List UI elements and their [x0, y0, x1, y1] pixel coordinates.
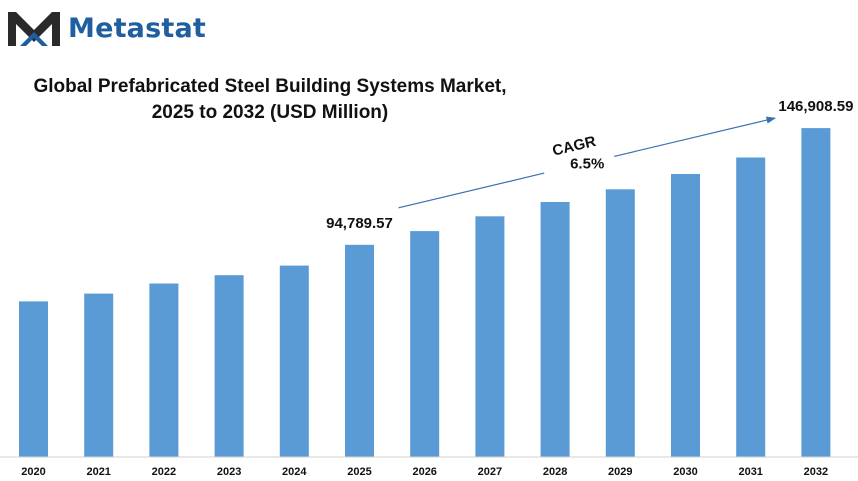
cagr-arrow-line-end [614, 116, 777, 157]
brand-logo: Metastat [6, 8, 206, 48]
x-tick-label-2030: 2030 [673, 466, 697, 478]
bar-2030 [671, 174, 700, 457]
brand-name: Metastat [68, 12, 207, 44]
bar-2032 [801, 128, 831, 457]
x-tick-label-2024: 2024 [282, 466, 307, 478]
data-label-2032: 146,908.59 [778, 98, 853, 115]
bar-2031 [736, 157, 766, 457]
chart-title-line-1: Global Prefabricated Steel Building Syst… [33, 76, 507, 97]
x-tick-label-2027: 2027 [478, 466, 502, 478]
bar-2029 [605, 189, 635, 458]
x-tick-label-2020: 2020 [21, 466, 45, 478]
cagr-arrow-line-start [398, 172, 545, 209]
metastat-m-logo-icon [8, 12, 60, 46]
cagr-value: 6.5% [570, 156, 604, 173]
x-tick-label-2021: 2021 [86, 466, 110, 478]
x-tick-label-2022: 2022 [152, 466, 176, 478]
bar-2024 [279, 265, 309, 457]
x-tick-label-2032: 2032 [804, 466, 828, 478]
x-tick-label-2023: 2023 [217, 466, 241, 478]
x-tick-label-2028: 2028 [543, 466, 567, 478]
bar-2027 [475, 216, 505, 457]
data-label-2025: 94,789.57 [326, 215, 393, 232]
x-tick-label-2026: 2026 [412, 466, 436, 478]
chart-title-line-2: 2025 to 2032 (USD Million) [151, 102, 389, 123]
bar-2020 [19, 301, 48, 457]
bar-2022 [149, 283, 179, 457]
bar-2026 [410, 231, 440, 457]
x-tick-label-2025: 2025 [347, 466, 371, 478]
bar-2021 [84, 293, 114, 457]
x-tick-label-2031: 2031 [738, 466, 762, 478]
bar-2023 [214, 275, 244, 457]
bar-2025 [345, 244, 374, 457]
bar-2028 [540, 202, 570, 457]
x-tick-label-2029: 2029 [608, 466, 632, 478]
chart-title: Global Prefabricated Steel Building Syst… [0, 74, 540, 126]
